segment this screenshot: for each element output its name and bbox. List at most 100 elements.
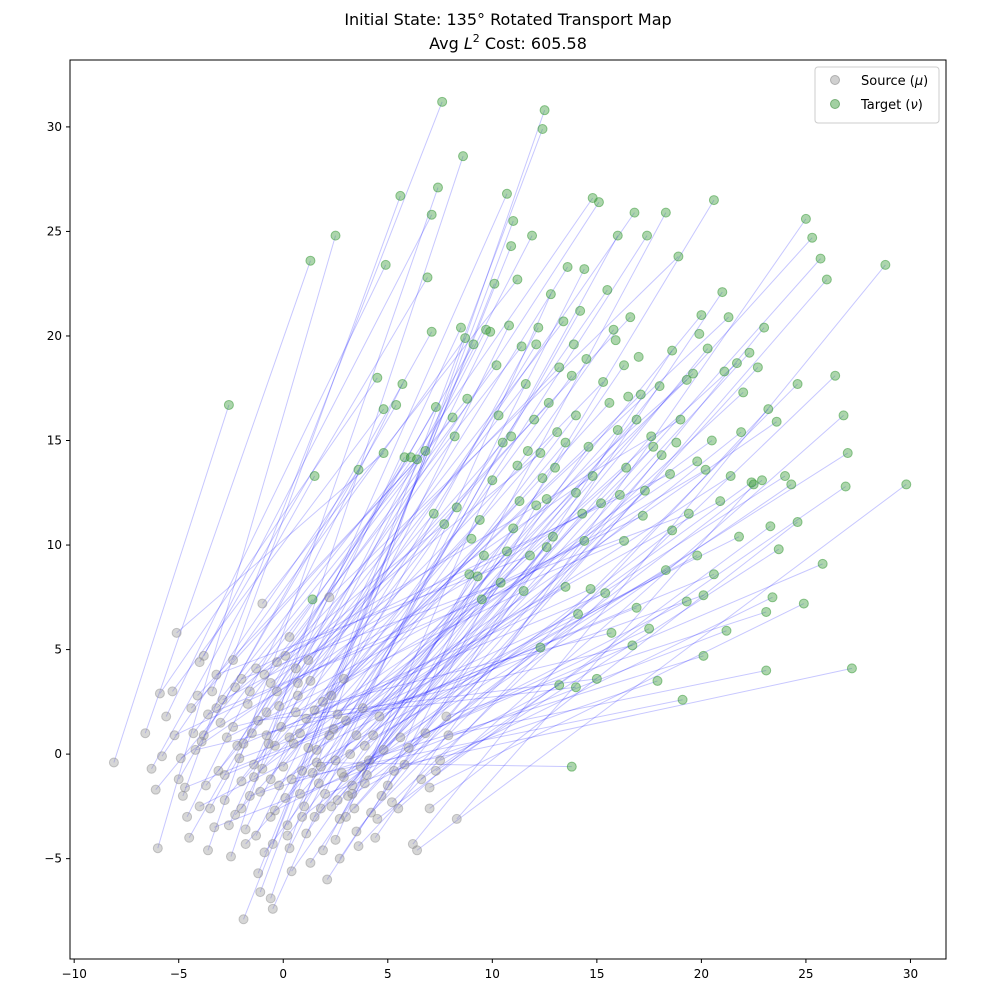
target-point — [596, 498, 607, 509]
source-point — [407, 839, 418, 850]
target-point — [547, 531, 558, 542]
target-point — [763, 404, 774, 415]
source-point — [441, 711, 452, 722]
source-point — [286, 866, 297, 877]
transport-line — [157, 235, 336, 849]
plot-frame — [69, 59, 947, 960]
source-point — [140, 728, 151, 739]
source-point — [146, 763, 157, 774]
source-point — [288, 738, 299, 749]
source-point — [219, 770, 230, 781]
source-point — [361, 770, 372, 781]
transport-line — [276, 366, 560, 663]
transport-line — [305, 364, 625, 834]
transport-line — [303, 235, 619, 807]
target-point — [608, 324, 619, 335]
target-point — [623, 391, 634, 402]
transport-line — [268, 235, 533, 744]
target-point — [506, 431, 517, 442]
source-point — [324, 592, 335, 603]
source-point — [317, 845, 328, 856]
transport-line — [270, 538, 472, 684]
source-point — [311, 744, 322, 755]
target-point — [734, 531, 745, 542]
source-point — [150, 784, 161, 795]
transport-line — [249, 452, 541, 692]
transport-line — [297, 381, 604, 696]
target-point — [485, 326, 496, 337]
source-point — [370, 832, 381, 843]
transport-line — [205, 513, 435, 786]
target-point — [660, 207, 671, 218]
transport-line — [262, 440, 713, 770]
target-point — [575, 305, 586, 316]
target-point — [535, 642, 546, 653]
source-point — [230, 809, 241, 820]
transport-line — [381, 576, 479, 797]
subtitle-suffix: Cost: 605.58 — [480, 34, 587, 53]
target-point — [539, 105, 550, 116]
transport-line — [320, 385, 660, 809]
target-point — [560, 437, 571, 448]
target-point — [765, 521, 776, 532]
target-point — [644, 623, 655, 634]
transport-line — [207, 187, 439, 851]
x-tick-label: 10 — [485, 967, 500, 981]
y-tick-label: 20 — [47, 329, 62, 343]
transport-line — [408, 505, 537, 749]
source-point — [179, 782, 190, 793]
source-point — [359, 778, 370, 789]
target-point — [579, 535, 590, 546]
target-point — [432, 182, 443, 193]
target-point — [619, 535, 630, 546]
target-point — [562, 261, 573, 272]
target-point — [625, 312, 636, 323]
transport-line — [330, 435, 652, 807]
source-point — [251, 663, 262, 674]
transport-line — [232, 632, 612, 728]
target-point — [508, 523, 519, 534]
transport-line — [278, 540, 585, 707]
transport-line — [274, 601, 687, 812]
target-point — [514, 496, 525, 507]
target-point — [880, 259, 891, 270]
target-point — [708, 569, 719, 580]
target-point — [677, 694, 688, 705]
source-point — [154, 688, 165, 699]
transport-line — [258, 678, 597, 722]
source-point — [399, 759, 410, 770]
transport-line — [264, 528, 514, 853]
source-point — [198, 730, 209, 741]
transport-line — [274, 460, 698, 747]
y-tick-label: 10 — [47, 538, 62, 552]
target-point — [558, 316, 569, 327]
transport-line — [289, 197, 594, 638]
target-point — [533, 322, 544, 333]
source-point — [234, 753, 245, 764]
source-point — [259, 669, 270, 680]
source-point — [303, 655, 314, 666]
transport-line — [356, 492, 577, 736]
target-point — [771, 416, 782, 427]
target-point — [612, 230, 623, 241]
source-point — [202, 709, 213, 720]
source-point — [347, 780, 358, 791]
source-point — [230, 682, 241, 693]
transport-line — [289, 500, 721, 738]
target-point — [428, 508, 439, 519]
transport-line — [358, 408, 769, 847]
source-point — [305, 675, 316, 686]
target-point — [631, 414, 642, 425]
transport-line — [353, 366, 759, 809]
target-point — [527, 230, 538, 241]
transport-line — [234, 398, 468, 688]
y-tick-label: 5 — [54, 643, 62, 657]
transport-line — [368, 513, 583, 761]
target-point — [660, 565, 671, 576]
target-point — [309, 471, 320, 482]
source-point — [376, 790, 387, 801]
target-point — [587, 471, 598, 482]
transport-line — [324, 680, 658, 795]
transport-line — [285, 419, 681, 657]
source-point — [443, 730, 454, 741]
